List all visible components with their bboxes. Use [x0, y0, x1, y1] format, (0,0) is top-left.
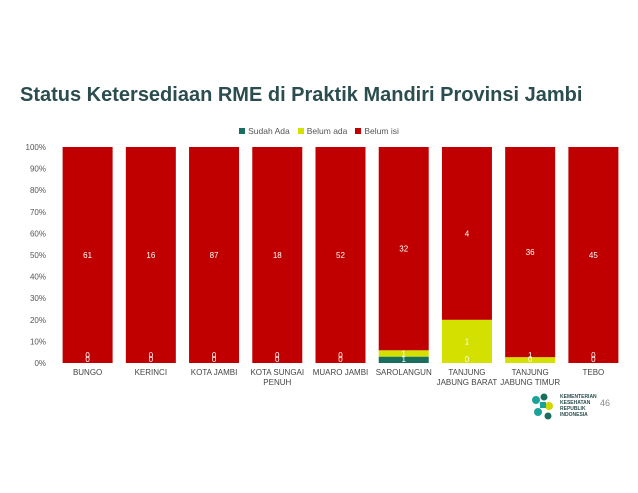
- slide-title: Status Ketersediaan RME di Praktik Mandi…: [20, 84, 583, 106]
- logo-line: KESEHATAN: [560, 400, 591, 406]
- y-tick-label: 30%: [30, 294, 46, 303]
- legend-label-belum-isi: Belum isi: [364, 126, 399, 136]
- data-label: 1: [401, 349, 406, 358]
- y-tick-label: 90%: [30, 165, 46, 174]
- legend-item-sudah-ada: Sudah Ada: [239, 126, 290, 136]
- data-label: 0: [591, 355, 596, 364]
- x-tick-label: PENUH: [263, 378, 291, 387]
- x-tick-label: JABUNG BARAT: [437, 378, 498, 387]
- y-tick-label: 100%: [26, 143, 46, 152]
- x-tick-label: TANJUNG: [512, 368, 549, 377]
- y-tick-label: 70%: [30, 208, 46, 217]
- legend-item-belum-isi: Belum isi: [355, 126, 399, 136]
- page-number: 46: [600, 398, 611, 408]
- bar-segment: [505, 147, 556, 358]
- data-label: 0: [212, 351, 217, 360]
- logo-line: REPUBLIK: [560, 406, 586, 412]
- data-label: 4: [465, 229, 470, 238]
- data-label: 0: [465, 355, 470, 364]
- bar-segment: [315, 147, 366, 363]
- data-label: 0: [85, 351, 90, 360]
- bar-segment: [505, 357, 556, 363]
- x-tick-label: TANJUNG: [448, 368, 485, 377]
- logo-text: KEMENTERIAN KESEHATAN REPUBLIK INDONESIA: [560, 394, 612, 418]
- bar-segment: [252, 147, 303, 363]
- data-label: 0: [149, 355, 154, 364]
- y-tick-label: 50%: [30, 251, 46, 260]
- x-tick-label: SAROLANGUN: [376, 368, 432, 377]
- data-label: 16: [146, 251, 155, 260]
- data-label: 0: [85, 355, 90, 364]
- kemenkes-logo-icon: [532, 393, 553, 420]
- y-tick-label: 10%: [30, 337, 46, 346]
- data-label: 0: [275, 355, 280, 364]
- data-label: 36: [526, 248, 535, 257]
- x-tick-label: KERINCI: [135, 368, 167, 377]
- bar-segment: [441, 319, 492, 363]
- legend-swatch-belum-isi: [355, 128, 362, 134]
- logo-line: INDONESIA: [560, 412, 588, 418]
- x-tick-label: KOTA SUNGAI: [250, 368, 304, 377]
- data-label: 0: [275, 351, 280, 360]
- legend-swatch-sudah-ada: [239, 128, 246, 134]
- legend-label-sudah-ada: Sudah Ada: [248, 126, 290, 136]
- data-label: 0: [338, 355, 343, 364]
- data-label: 32: [399, 245, 408, 254]
- y-tick-label: 80%: [30, 186, 46, 195]
- bar-segment: [378, 356, 429, 363]
- logo-line: KEMENTERIAN: [560, 394, 597, 400]
- data-label: 0: [338, 351, 343, 360]
- x-tick-label: KOTA JAMBI: [191, 368, 238, 377]
- data-label: 1: [401, 355, 406, 364]
- data-label: 52: [336, 251, 345, 260]
- data-label: 61: [83, 251, 92, 260]
- x-tick-label: TEBO: [582, 368, 604, 377]
- data-label: 1: [528, 351, 533, 360]
- bar-segment: [378, 147, 429, 351]
- y-tick-label: 60%: [30, 229, 46, 238]
- data-label: 0: [591, 351, 596, 360]
- legend-label-belum-ada: Belum ada: [306, 126, 348, 136]
- y-tick-label: 40%: [30, 273, 46, 282]
- data-label: 45: [589, 251, 598, 260]
- x-tick-label: BUNGO: [73, 368, 102, 377]
- bar-segment: [378, 350, 429, 357]
- legend-item-belum-ada: Belum ada: [297, 126, 348, 136]
- data-label: 87: [210, 251, 219, 260]
- y-tick-label: 20%: [30, 316, 46, 325]
- data-label: 18: [273, 251, 282, 260]
- chart-legend: Sudah Ada Belum ada Belum isi: [0, 126, 638, 136]
- y-tick-label: 0%: [34, 359, 46, 368]
- data-label: 0: [149, 351, 154, 360]
- data-label: 0: [528, 355, 533, 364]
- x-tick-label: JABUNG TIMUR: [500, 378, 560, 387]
- data-label: 1: [465, 337, 470, 346]
- data-label: 0: [212, 355, 217, 364]
- bar-segment: [189, 147, 240, 363]
- bar-segment: [568, 147, 619, 363]
- legend-swatch-belum-ada: [297, 128, 304, 134]
- bar-segment: [441, 147, 492, 320]
- x-tick-label: MUARO JAMBI: [313, 368, 369, 377]
- bar-segment: [125, 147, 176, 363]
- bar-segment: [62, 147, 113, 363]
